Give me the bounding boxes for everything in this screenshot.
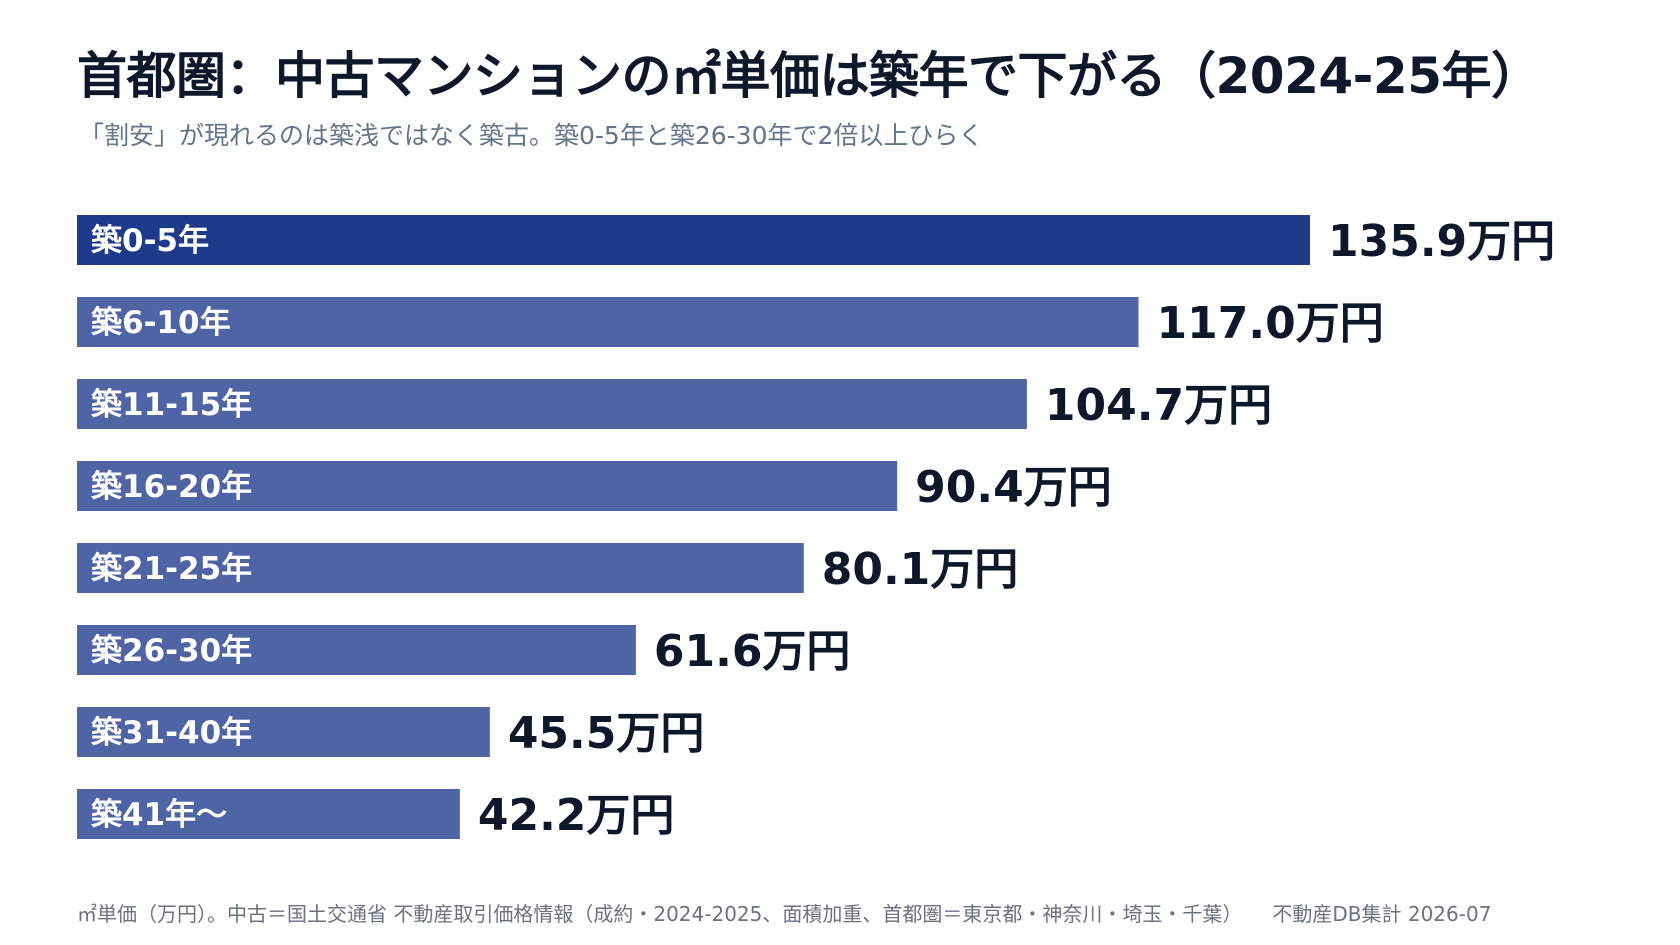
bar-0 [77, 215, 1310, 265]
bar-category-label: 築21-25年 [91, 551, 252, 587]
footer-note: ㎡単価（万円）。中古＝国土交通省 不動産取引価格情報（成約・2024-2025、… [77, 902, 1243, 926]
bar-category-label: 築26-30年 [91, 633, 252, 669]
bar-value-label: 80.1万円 [822, 544, 1019, 595]
bar-category-label: 築16-20年 [91, 469, 252, 505]
bar-value-label: 90.4万円 [915, 462, 1112, 513]
bar-value-label: 61.6万円 [654, 626, 851, 677]
bar-value-label: 45.5万円 [508, 708, 705, 759]
footer-credit: 不動産DB集計 2026-07 [1272, 902, 1492, 926]
chart-title: 首都圏：中古マンションの㎡単価は築年で下がる（2024-25年） [77, 47, 1541, 105]
bar-value-label: 42.2万円 [478, 790, 675, 841]
bar-category-label: 築11-15年 [91, 387, 252, 423]
bar-category-label: 築41年〜 [91, 797, 227, 833]
bar-value-label: 135.9万円 [1328, 216, 1555, 267]
bar-3 [77, 461, 898, 511]
bar-6 [77, 707, 490, 757]
bar-category-label: 築6-10年 [91, 305, 231, 341]
bar-1 [77, 297, 1139, 347]
bar-5 [77, 625, 636, 675]
bar-category-label: 築0-5年 [91, 223, 209, 259]
bar-value-label: 117.0万円 [1157, 298, 1384, 349]
source-note: ㎡単価（万円）。中古＝国土交通省 不動産取引価格情報（成約・2024-2025、… [77, 898, 1491, 927]
chart-subtitle: 「割安」が現れるのは築浅ではなく築古。築0-5年と築26-30年で2倍以上ひらく [79, 121, 984, 150]
bar-7 [77, 789, 460, 839]
bar-category-label: 築31-40年 [91, 715, 252, 751]
bar-value-label: 104.7万円 [1045, 380, 1272, 431]
bar-4 [77, 543, 804, 593]
bar-2 [77, 379, 1027, 429]
